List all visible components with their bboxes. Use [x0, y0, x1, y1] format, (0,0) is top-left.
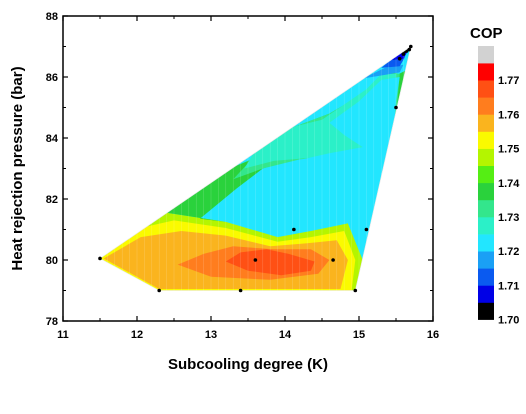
x-tick-label: 16 — [427, 329, 439, 341]
data-point — [331, 258, 335, 262]
y-tick-label: 86 — [46, 72, 58, 84]
colorbar-cell — [478, 80, 494, 98]
colorbar-cell — [478, 97, 494, 115]
data-point — [407, 47, 412, 52]
data-point — [401, 52, 406, 56]
y-tick-label: 78 — [46, 316, 58, 328]
colorbar-label: 1.75 — [498, 144, 519, 156]
colorbar-cell — [478, 182, 494, 201]
axis-ticks — [62, 15, 434, 322]
contour-region-7 — [244, 74, 396, 169]
colorbar-label: 1.71 — [498, 280, 519, 292]
colorbar-cell — [478, 63, 494, 81]
data-point — [409, 44, 413, 49]
y-tick-label: 84 — [46, 133, 59, 145]
colorbar-cell — [478, 251, 494, 269]
x-tick-label: 13 — [205, 329, 217, 341]
y-axis-title: Heat rejection pressure (bar) — [9, 66, 26, 270]
colorbar-label: 1.72 — [498, 246, 519, 258]
x-tick-label: 15 — [353, 329, 365, 341]
y-tick-label: 88 — [46, 11, 58, 23]
data-points — [98, 44, 413, 293]
colorbar-cell — [478, 46, 494, 64]
y-tick-label: 82 — [46, 194, 58, 206]
data-point — [394, 105, 398, 110]
tick-labels: 11 12 13 14 15 16 78 80 82 84 86 88 — [46, 11, 439, 341]
colorbar-label: 1.74 — [498, 178, 520, 190]
data-point — [157, 288, 161, 293]
colorbar-label: 1.77 — [498, 75, 519, 87]
colorbar: COP 1.77 1.76 1.75 1.74 1.73 1.72 1.71 1.70 — [470, 25, 520, 327]
colorbar-cell — [478, 285, 494, 303]
colorbar-cell — [478, 131, 494, 149]
data-point — [353, 288, 358, 293]
contour-region-9 — [362, 64, 404, 79]
x-axis-title: Subcooling degree (K) — [168, 356, 328, 373]
data-point — [292, 227, 296, 232]
data-point — [253, 258, 258, 262]
colorbar-label: 1.70 — [498, 315, 519, 327]
contour-region-8 — [259, 77, 400, 248]
colorbar-cell — [478, 268, 494, 286]
colorbar-labels: 1.77 1.76 1.75 1.74 1.73 1.72 1.71 1.70 — [498, 75, 520, 326]
x-tick-label: 14 — [279, 329, 292, 341]
colorbar-cell — [478, 148, 494, 166]
x-tick-label: 12 — [131, 329, 143, 341]
data-point — [364, 227, 369, 232]
colorbar-cell — [478, 234, 494, 252]
colorbar-cell — [478, 114, 494, 132]
colorbar-cell — [478, 199, 494, 218]
x-tick-label: 11 — [57, 329, 69, 341]
colorbar-label: 1.76 — [498, 109, 519, 121]
data-point — [98, 256, 102, 261]
colorbar-label: 1.73 — [498, 212, 519, 224]
y-tick-label: 80 — [46, 255, 58, 267]
colorbar-cell — [478, 302, 494, 320]
contour-layer — [100, 46, 411, 291]
data-point — [397, 56, 402, 61]
contour-region-4 — [225, 249, 315, 276]
colorbar-cell — [478, 165, 494, 184]
colorbar-title: COP — [470, 25, 503, 42]
data-point — [238, 288, 243, 293]
colorbar-cell — [478, 217, 494, 235]
colorbar-cells — [478, 46, 494, 320]
